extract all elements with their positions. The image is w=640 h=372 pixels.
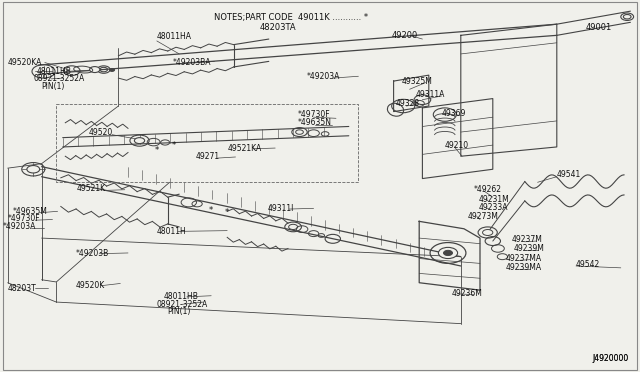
Text: *49203B: *49203B — [76, 249, 109, 258]
Text: 49200: 49200 — [392, 31, 418, 40]
Text: 49273M: 49273M — [467, 212, 498, 221]
Circle shape — [623, 15, 631, 19]
Text: 49233A: 49233A — [479, 203, 508, 212]
Text: *49203A: *49203A — [307, 72, 340, 81]
Text: 49369: 49369 — [442, 109, 466, 118]
Text: 49231M: 49231M — [479, 195, 509, 203]
Circle shape — [483, 230, 493, 235]
Text: J4920000: J4920000 — [592, 355, 628, 363]
Text: *49203BA: *49203BA — [173, 58, 211, 67]
Text: *49730F: *49730F — [8, 214, 40, 223]
Text: *: * — [172, 141, 176, 150]
Circle shape — [27, 166, 40, 173]
Text: 48011HA: 48011HA — [157, 32, 192, 41]
Text: 08921-3252A: 08921-3252A — [33, 74, 84, 83]
Text: 49328: 49328 — [396, 99, 420, 108]
Text: 08921-3252A: 08921-3252A — [157, 300, 208, 309]
Text: 49521KA: 49521KA — [227, 144, 262, 153]
Text: 49311I: 49311I — [268, 204, 294, 213]
Text: 49520: 49520 — [88, 128, 113, 137]
Circle shape — [289, 224, 298, 230]
Text: *49203A: *49203A — [3, 222, 36, 231]
Text: 49542: 49542 — [576, 260, 600, 269]
Text: 48011HB: 48011HB — [163, 292, 198, 301]
Circle shape — [109, 68, 115, 71]
Circle shape — [444, 250, 452, 256]
Text: *: * — [155, 146, 159, 155]
Text: *: * — [209, 206, 213, 215]
Text: 48203T: 48203T — [8, 284, 36, 293]
Circle shape — [134, 138, 145, 144]
Text: 48011HB: 48011HB — [37, 67, 72, 76]
Text: *49635N: *49635N — [298, 118, 332, 126]
Text: J4920000: J4920000 — [592, 355, 628, 363]
Text: PIN(1): PIN(1) — [168, 307, 191, 316]
Text: 49237M: 49237M — [512, 235, 543, 244]
Text: *49730F: *49730F — [298, 110, 330, 119]
Text: 49541: 49541 — [557, 170, 581, 179]
Text: 49239M: 49239M — [513, 244, 544, 253]
Text: PIN(1): PIN(1) — [42, 82, 65, 91]
Text: NOTES;PART CODE  49011K ........... *: NOTES;PART CODE 49011K ........... * — [214, 13, 368, 22]
Text: 49271: 49271 — [195, 153, 220, 161]
Text: 49521K: 49521K — [77, 185, 106, 193]
Text: 49237MA: 49237MA — [506, 254, 541, 263]
Text: 49520KA: 49520KA — [8, 58, 42, 67]
Text: 49239MA: 49239MA — [506, 263, 541, 272]
Text: 49520K: 49520K — [76, 281, 105, 290]
Text: *: * — [225, 208, 229, 217]
Text: 49325M: 49325M — [402, 77, 433, 86]
Text: *49262: *49262 — [474, 185, 502, 194]
Text: 49001: 49001 — [586, 23, 612, 32]
Text: *49635M: *49635M — [13, 207, 47, 216]
Circle shape — [90, 67, 100, 73]
Text: 48203TA: 48203TA — [260, 23, 297, 32]
Circle shape — [296, 130, 303, 134]
Text: 49236M: 49236M — [451, 289, 482, 298]
Text: 49210: 49210 — [445, 141, 469, 150]
Text: 49311A: 49311A — [416, 90, 445, 99]
Circle shape — [438, 247, 458, 259]
Text: 48011H: 48011H — [157, 227, 186, 236]
